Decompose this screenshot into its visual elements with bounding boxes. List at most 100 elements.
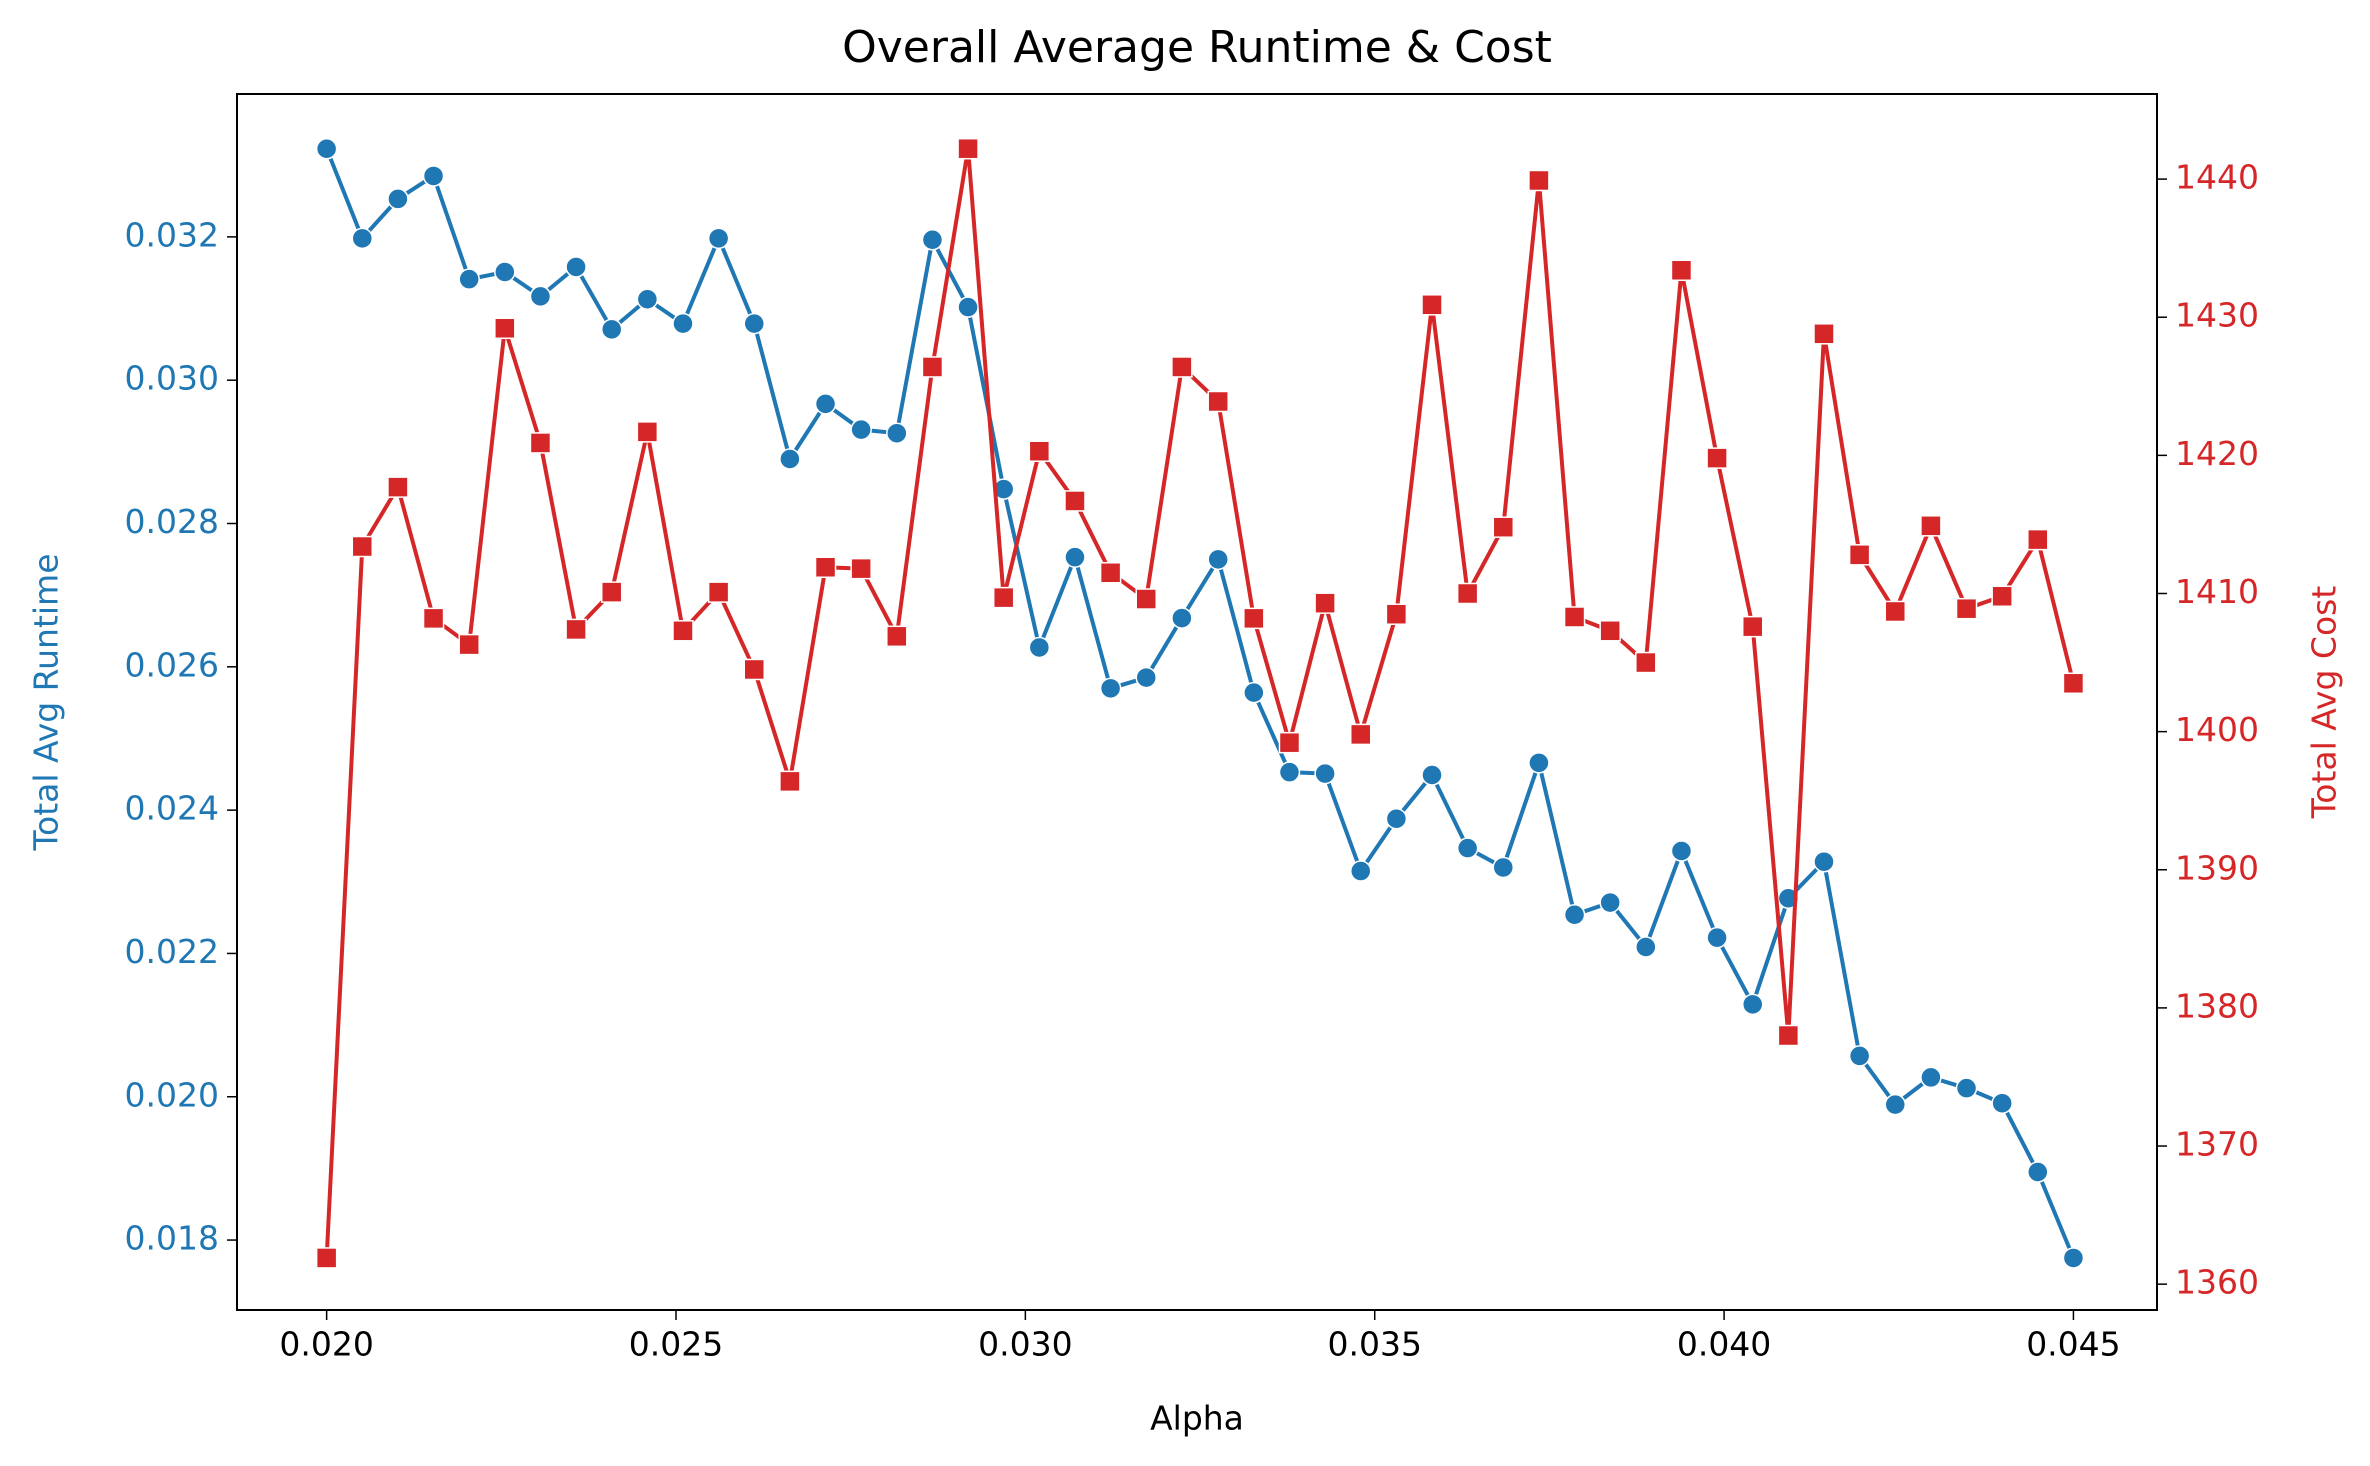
marker [1991, 1092, 2013, 1114]
marker [1599, 891, 1621, 914]
marker [992, 586, 1015, 609]
y2-tick-label: 1370 [2175, 1125, 2259, 1164]
y-tick-label: 0.020 [125, 1075, 219, 1114]
y2-tick-label: 1360 [2175, 1263, 2259, 1302]
marker [1920, 515, 1942, 537]
marker [1421, 764, 1443, 786]
marker [1243, 681, 1265, 704]
y2-tick-label: 1380 [2175, 986, 2259, 1025]
marker [2062, 1247, 2085, 1269]
marker [1813, 850, 1835, 873]
x-tick-label: 0.040 [1677, 1325, 1771, 1364]
x-tick-label: 0.035 [1327, 1325, 1421, 1364]
marker [1135, 666, 1157, 689]
marker [565, 618, 587, 641]
marker [1171, 607, 1193, 629]
marker [494, 317, 516, 340]
marker [1706, 447, 1728, 469]
marker [1706, 926, 1728, 949]
marker [458, 633, 480, 656]
marker [1563, 903, 1586, 926]
marker [1099, 677, 1122, 700]
marker [600, 318, 623, 341]
marker [1777, 1024, 1800, 1047]
y2-tick-label: 1390 [2175, 848, 2259, 887]
y-axis-label: Total Avg Runtime [27, 554, 66, 852]
marker [779, 448, 801, 470]
marker [1171, 356, 1193, 378]
marker [1848, 1045, 1871, 1067]
marker [707, 581, 730, 603]
marker [1991, 585, 2013, 608]
marker [1955, 597, 1978, 620]
marker [387, 476, 409, 498]
y-tick-label: 0.028 [125, 502, 219, 541]
marker [1670, 259, 1693, 282]
marker [1349, 723, 1372, 746]
marker [1670, 840, 1693, 862]
marker [636, 288, 659, 310]
marker [1028, 440, 1051, 462]
marker [351, 227, 374, 250]
marker [672, 620, 694, 642]
y2-tick-label: 1400 [2175, 710, 2259, 749]
marker [1385, 603, 1408, 625]
marker [1884, 600, 1907, 623]
marker [814, 393, 837, 415]
marker [957, 137, 979, 160]
marker [1099, 562, 1122, 584]
y2-axis-label: Total Avg Cost [2305, 586, 2344, 820]
y-tick-label: 0.018 [125, 1219, 219, 1258]
marker [1314, 762, 1336, 785]
marker [422, 165, 445, 187]
y-tick-label: 0.024 [125, 789, 219, 828]
marker [1207, 548, 1229, 571]
marker [315, 1247, 338, 1269]
y-tick-label: 0.022 [125, 932, 219, 971]
marker [529, 285, 552, 308]
marker [422, 607, 445, 630]
marker [1599, 620, 1621, 642]
x-tick-label: 0.030 [978, 1325, 1072, 1364]
y2-tick-label: 1420 [2175, 434, 2259, 473]
marker [2062, 672, 2085, 695]
marker [1955, 1077, 1978, 1099]
marker [1243, 607, 1265, 630]
marker [1920, 1066, 1942, 1089]
plot-frame [236, 93, 2158, 1311]
marker [1848, 544, 1871, 566]
y2-tick-label: 1410 [2175, 572, 2259, 611]
marker [2027, 1161, 2049, 1183]
marker [1635, 651, 1657, 674]
marker [1278, 731, 1301, 754]
marker [672, 312, 694, 335]
y-tick-label: 0.032 [125, 215, 219, 254]
marker [921, 228, 944, 251]
marker [850, 418, 872, 441]
x-tick-label: 0.020 [279, 1325, 373, 1364]
marker [1135, 588, 1157, 610]
marker [1028, 636, 1051, 659]
marker [1456, 582, 1479, 605]
marker [1349, 860, 1372, 882]
marker [1492, 856, 1515, 879]
series-line [324, 146, 2076, 1259]
marker [1741, 615, 1764, 638]
marker [743, 312, 766, 335]
y2-tick-label: 1440 [2175, 158, 2259, 197]
marker [351, 535, 374, 558]
marker [1064, 546, 1086, 568]
marker [921, 356, 944, 378]
marker [636, 421, 659, 443]
marker [957, 296, 979, 318]
marker [1278, 761, 1301, 783]
x-tick-label: 0.045 [2026, 1325, 2120, 1364]
marker [779, 770, 801, 793]
chart-title: Overall Average Runtime & Cost [842, 22, 1552, 73]
marker [707, 227, 730, 250]
marker [1884, 1093, 1907, 1116]
marker [494, 261, 516, 283]
marker [565, 256, 587, 278]
x-tick-label: 0.025 [629, 1325, 723, 1364]
